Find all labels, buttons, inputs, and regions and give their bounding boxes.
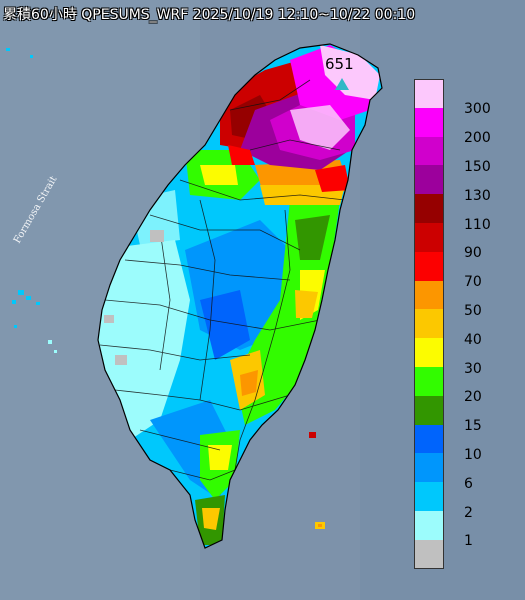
legend-label: 15 <box>464 418 482 435</box>
legend-label: 130 <box>464 187 491 204</box>
legend-row: 300 <box>411 79 521 117</box>
legend-label: 20 <box>464 389 482 406</box>
legend-row: 40 <box>411 309 521 348</box>
map-title: 累積60小時 QPESUMS_WRF 2025/10/19 12:10~10/2… <box>3 7 416 23</box>
legend-row: 10 <box>411 424 521 463</box>
south-yellow <box>208 445 232 470</box>
county-boundaries <box>99 79 346 501</box>
legend-row: 130 <box>411 165 521 204</box>
mid-orange <box>240 370 258 396</box>
north-central-yellow <box>200 165 238 185</box>
legend-row <box>411 539 521 570</box>
north-pink <box>320 45 380 100</box>
no-data-patch-3 <box>104 315 114 323</box>
legend-swatch <box>414 395 444 426</box>
legend-label: 150 <box>464 158 491 175</box>
legend-row: 90 <box>411 223 521 261</box>
legend-swatch <box>414 223 444 253</box>
legend-label: 6 <box>464 475 473 492</box>
legend-label: 40 <box>464 331 482 348</box>
legend-row: 15 <box>411 395 521 434</box>
legend-swatch <box>414 482 444 512</box>
legend-label: 200 <box>464 130 491 147</box>
legend-swatch <box>414 280 444 310</box>
legend-row: 50 <box>411 280 521 319</box>
taiwan-coastline <box>97 43 383 549</box>
legend-swatch <box>414 194 444 224</box>
no-data-patch-2 <box>115 355 127 365</box>
legend-row: 20 <box>411 367 521 405</box>
legend-swatch <box>414 107 444 138</box>
legend-label: 30 <box>464 360 482 377</box>
legend-row: 1 <box>411 511 521 549</box>
east-orange <box>295 290 318 318</box>
legend-swatch <box>414 165 444 195</box>
legend-swatch <box>414 79 444 109</box>
legend-swatch <box>414 424 444 454</box>
legend-label: 300 <box>464 101 491 118</box>
legend-row: 150 <box>411 136 521 175</box>
legend-row: 2 <box>411 482 521 521</box>
legend-swatch <box>414 453 444 483</box>
legend-label: 90 <box>464 245 482 262</box>
northwest-red <box>228 145 255 165</box>
legend-row: 200 <box>411 107 521 146</box>
legend-label: 70 <box>464 274 482 291</box>
legend-label: 50 <box>464 302 482 319</box>
legend-swatch <box>414 338 444 368</box>
legend-label: 110 <box>464 216 491 233</box>
central-dark-blue <box>200 290 250 360</box>
east-dark-green <box>295 215 330 260</box>
legend-label: 1 <box>464 533 473 550</box>
northeast-red <box>315 165 350 192</box>
legend-label: 2 <box>464 504 473 521</box>
legend-row: 110 <box>411 194 521 233</box>
legend-swatch <box>414 251 444 282</box>
legend-swatch <box>414 511 444 541</box>
legend-swatch <box>414 309 444 339</box>
north-pink-2 <box>290 105 350 150</box>
max-value-marker-icon <box>335 78 349 90</box>
legend-swatch <box>414 367 444 397</box>
max-value-label: 651 <box>325 55 354 73</box>
legend-row: 70 <box>411 251 521 290</box>
legend-row: 6 <box>411 453 521 492</box>
legend-row: 30 <box>411 338 521 377</box>
southern-tip-yellow <box>202 508 220 530</box>
legend-swatch <box>414 539 444 570</box>
green-island <box>309 432 316 438</box>
west-plain-light <box>98 240 190 440</box>
no-data-patch-1 <box>150 230 164 242</box>
legend-swatch <box>414 136 444 166</box>
color-legend: 300 200 150 130 110 90 70 50 40 30 20 15 10 6 2 1 <box>411 79 521 573</box>
offshore-rain-west <box>6 48 40 328</box>
orchid-island <box>315 522 325 529</box>
legend-label: 10 <box>464 446 482 463</box>
penghu-islands <box>48 340 57 353</box>
